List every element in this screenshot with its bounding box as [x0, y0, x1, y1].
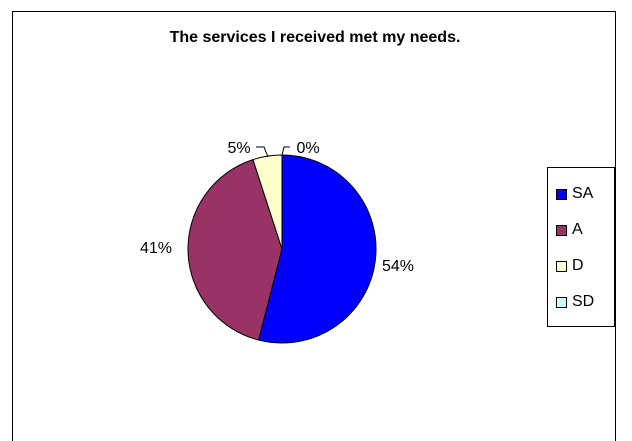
data-label-d: 5% [227, 140, 250, 157]
legend-item-sa: SA [556, 184, 593, 204]
legend-label-d: D [572, 257, 584, 274]
data-label-a: 41% [140, 240, 172, 257]
legend-item-sd: SD [556, 292, 594, 312]
pie-slice-sa [258, 154, 377, 344]
legend-swatch-d [556, 260, 567, 272]
legend-label-a: A [572, 221, 583, 238]
pie-chart: 54% 41% 5% 0% [140, 140, 414, 344]
legend-swatch-sd [556, 296, 567, 308]
leader-line-sd [281, 146, 290, 156]
chart-title: The services I received met my needs. [169, 29, 461, 46]
data-label-sd: 0% [296, 140, 319, 157]
legend-label-sa: SA [572, 185, 594, 202]
legend-swatch-a [556, 224, 567, 236]
legend-label-sd: SD [572, 293, 595, 310]
legend-item-a: A [556, 220, 583, 240]
pie-slice-a [187, 158, 283, 341]
data-label-sa: 54% [382, 258, 414, 275]
leader-line-d [256, 146, 269, 158]
legend-swatch-sa [556, 188, 567, 200]
legend: SA A D SD [547, 167, 615, 327]
legend-item-d: D [556, 256, 584, 276]
